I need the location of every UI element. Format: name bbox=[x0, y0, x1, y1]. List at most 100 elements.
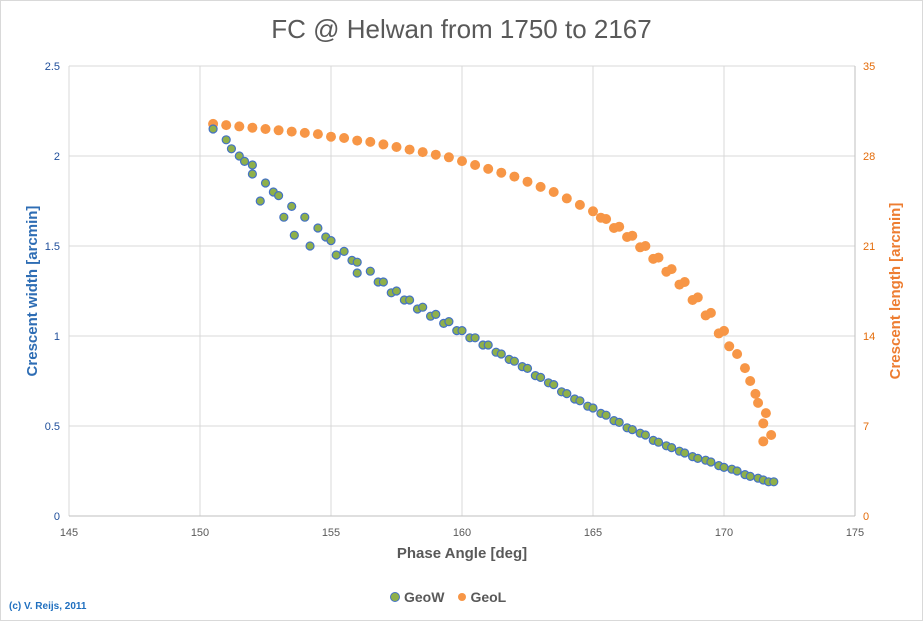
geow-point bbox=[496, 349, 506, 359]
x-axis-label: Phase Angle [deg] bbox=[397, 545, 527, 562]
geow-point bbox=[693, 453, 703, 463]
geol-point bbox=[724, 341, 735, 352]
geol-point bbox=[653, 252, 664, 263]
geol-point bbox=[470, 160, 481, 170]
y2-tick-label: 14 bbox=[863, 331, 875, 343]
geow-point bbox=[221, 135, 231, 145]
geow-point bbox=[247, 160, 257, 170]
geol-point bbox=[588, 206, 598, 217]
y2-tick-label: 7 bbox=[863, 421, 869, 433]
geow-point bbox=[431, 309, 441, 319]
geol-point bbox=[365, 136, 376, 147]
geow-point bbox=[378, 277, 388, 287]
legend-item-geol: GeoL bbox=[458, 589, 506, 605]
geow-point bbox=[418, 302, 428, 312]
y2-tick-label: 28 bbox=[863, 151, 875, 163]
geow-point bbox=[522, 363, 533, 373]
x-tick-label: 160 bbox=[453, 527, 471, 539]
geol-point bbox=[496, 167, 507, 178]
y2-axis-label: Crescent length [arcmin] bbox=[887, 203, 904, 380]
geow-point bbox=[444, 317, 454, 327]
geow-point bbox=[745, 471, 755, 481]
geol-point bbox=[273, 125, 284, 136]
y2-tick-label: 21 bbox=[863, 241, 875, 253]
geow-point bbox=[391, 286, 402, 296]
geow-point bbox=[666, 443, 677, 453]
geol-point bbox=[312, 129, 323, 140]
copyright: (c) V. Reijs, 2011 bbox=[9, 601, 87, 612]
geol-point bbox=[753, 397, 764, 408]
geow-point bbox=[653, 437, 664, 447]
x-tick-label: 155 bbox=[322, 527, 340, 539]
geow-point bbox=[352, 257, 362, 267]
geol-point bbox=[391, 142, 402, 152]
geol-point bbox=[483, 163, 494, 174]
geol-point bbox=[443, 152, 454, 163]
geow-point bbox=[287, 201, 297, 211]
y-tick-label: 2.5 bbox=[45, 61, 60, 73]
geol-point bbox=[221, 120, 232, 131]
x-tick-label: 165 bbox=[584, 527, 602, 539]
geow-point bbox=[313, 223, 323, 233]
geow-point bbox=[405, 295, 415, 305]
geow-point bbox=[732, 466, 742, 476]
geow-point bbox=[509, 356, 520, 366]
geol-point bbox=[326, 131, 336, 142]
geol-point bbox=[509, 171, 520, 182]
y-tick-label: 1.5 bbox=[45, 241, 60, 253]
geol-point bbox=[766, 430, 777, 440]
geol-point bbox=[601, 214, 612, 224]
geol-point bbox=[247, 122, 258, 133]
geol-point bbox=[299, 127, 310, 138]
geol-point bbox=[404, 144, 415, 155]
geow-point bbox=[562, 389, 572, 399]
geol-point bbox=[417, 147, 428, 158]
legend-marker-geow bbox=[390, 592, 400, 602]
geol-point bbox=[627, 230, 638, 241]
geow-point bbox=[247, 169, 257, 179]
geow-point bbox=[769, 477, 779, 487]
geow-point bbox=[326, 236, 336, 246]
geow-point bbox=[305, 241, 315, 251]
geow-point bbox=[719, 462, 729, 472]
y-tick-label: 0.5 bbox=[45, 421, 60, 433]
geol-point bbox=[378, 139, 389, 150]
y-tick-label: 0 bbox=[54, 511, 60, 523]
geow-point bbox=[208, 124, 218, 134]
geol-point bbox=[548, 187, 559, 197]
y2-tick-label: 0 bbox=[863, 511, 869, 523]
geow-point bbox=[627, 425, 637, 435]
geow-point bbox=[331, 250, 341, 260]
geol-point bbox=[640, 241, 651, 251]
geol-point bbox=[739, 363, 750, 374]
geol-point bbox=[745, 376, 756, 386]
geol-point bbox=[286, 126, 297, 137]
geow-point bbox=[365, 266, 375, 276]
y-axis-label: Crescent width [arcmin] bbox=[24, 206, 41, 377]
geol-point bbox=[758, 418, 769, 429]
geol-point bbox=[339, 133, 350, 143]
chart-title: FC @ Helwan from 1750 to 2167 bbox=[271, 14, 652, 44]
geow-point bbox=[614, 417, 624, 427]
geow-point bbox=[279, 212, 289, 222]
geow-point bbox=[255, 196, 265, 206]
geow-point bbox=[588, 403, 598, 413]
y2-tick-label: 35 bbox=[863, 61, 875, 73]
geow-point bbox=[535, 372, 546, 382]
geol-point bbox=[758, 436, 769, 447]
legend-label-geow: GeoW bbox=[404, 589, 445, 605]
y-tick-label: 2 bbox=[54, 151, 60, 163]
geow-point bbox=[680, 448, 690, 458]
geol-point bbox=[234, 121, 245, 132]
geol-point bbox=[705, 307, 716, 318]
geol-point bbox=[750, 388, 761, 399]
x-tick-label: 175 bbox=[846, 527, 864, 539]
geow-point bbox=[300, 212, 310, 222]
geol-point bbox=[561, 193, 572, 204]
x-tick-label: 170 bbox=[715, 527, 733, 539]
geow-point bbox=[601, 410, 611, 420]
geol-point bbox=[614, 221, 625, 232]
geow-point bbox=[483, 340, 493, 350]
geow-point bbox=[234, 151, 244, 161]
